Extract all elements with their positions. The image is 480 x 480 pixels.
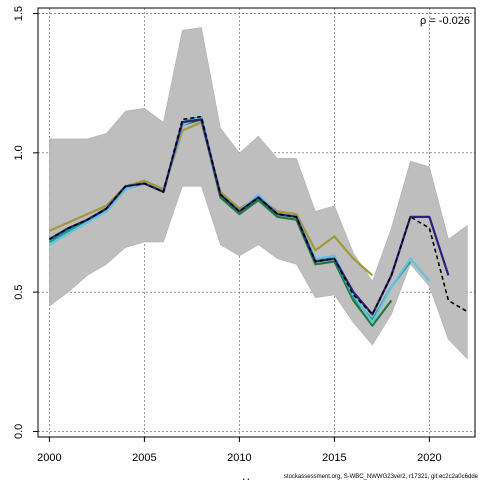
correlation-annotation: ρ = -0.026 <box>420 15 470 27</box>
x-axis-title: Y <box>242 477 250 480</box>
footer-text: stockassessment.org, S-WBC_NWWG23ver2, r… <box>284 474 479 480</box>
x-tick-label: 2010 <box>227 452 251 464</box>
x-tick-label: 2015 <box>322 452 346 464</box>
plot-frame <box>37 7 476 438</box>
y-tick-label: 1.5 <box>13 6 25 21</box>
y-axis: 0.0 0.5 1.0 1.5 <box>13 6 38 439</box>
y-tick-label: 1.0 <box>13 145 25 160</box>
x-tick-label: 2000 <box>37 452 61 464</box>
confidence-band <box>49 27 468 360</box>
band-layer <box>49 27 468 360</box>
series-line-1 <box>48 115 468 316</box>
x-tick-label: 2005 <box>132 452 156 464</box>
x-tick-label: 2020 <box>417 452 441 464</box>
x-axis: 2000 2005 2010 2015 2020 <box>37 437 442 464</box>
y-tick-label: 0.0 <box>13 424 25 439</box>
y-axis-title: r <box>0 220 1 224</box>
y-tick-label: 0.5 <box>13 284 25 299</box>
series-layer <box>48 115 468 327</box>
